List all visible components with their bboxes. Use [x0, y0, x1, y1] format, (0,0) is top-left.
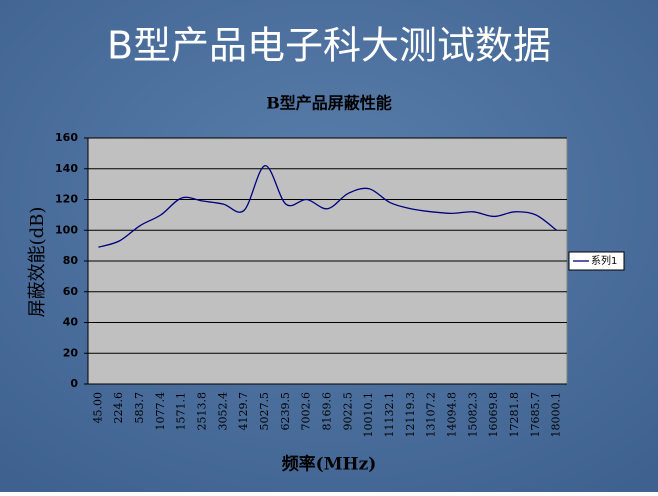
x-tick-label: 9022.5 [341, 392, 354, 431]
series-line [98, 165, 557, 248]
y-tick-label: 0 [70, 377, 78, 390]
x-tick-label: 16069.8 [487, 392, 500, 438]
y-tick-label: 100 [55, 223, 78, 236]
legend-box [568, 251, 625, 271]
x-tick-label: 12119.3 [404, 392, 417, 438]
x-tick-label: 5027.5 [258, 392, 271, 431]
legend-label: 系列1 [591, 254, 617, 267]
x-tick-label: 7002.6 [300, 392, 313, 431]
x-tick-label: 13107.2 [425, 392, 438, 438]
y-axis-label: 屏蔽效能(dB) [27, 207, 48, 318]
x-tick-label: 2513.8 [196, 392, 209, 431]
y-tick-label: 120 [55, 193, 78, 206]
x-tick-label: 4129.7 [237, 392, 250, 431]
x-tick-label: 11132.1 [383, 392, 396, 438]
x-tick-label: 3052.4 [216, 392, 229, 431]
y-tick-label: 160 [55, 131, 78, 144]
x-tick-label: 1571.1 [175, 392, 188, 431]
slide-title: B型产品电子科大测试数据 [107, 24, 551, 68]
x-tick-label: 45.00 [91, 392, 104, 424]
y-tick-label: 60 [63, 285, 79, 298]
x-tick-label: 583.7 [133, 392, 146, 424]
y-tick-label: 140 [55, 162, 78, 175]
x-tick-label: 6239.5 [279, 392, 292, 431]
x-tick-label: 8169.6 [321, 392, 334, 431]
x-tick-label: 18000.1 [550, 392, 563, 438]
x-tick-label: 10010.1 [362, 392, 375, 438]
x-tick-label: 224.6 [112, 392, 125, 424]
x-tick-label: 17685.7 [529, 392, 542, 438]
x-axis-label: 频率(MHz) [282, 454, 377, 475]
y-tick-label: 20 [63, 346, 79, 359]
y-tick-label: 40 [63, 316, 79, 329]
x-tick-label: 1077.4 [154, 392, 167, 431]
x-tick-label: 14094.8 [445, 392, 458, 438]
x-tick-label: 17281.8 [508, 392, 521, 438]
y-tick-label: 80 [63, 254, 79, 267]
x-tick-label: 15082.3 [466, 392, 479, 438]
chart-title: B型产品屏蔽性能 [266, 94, 392, 113]
